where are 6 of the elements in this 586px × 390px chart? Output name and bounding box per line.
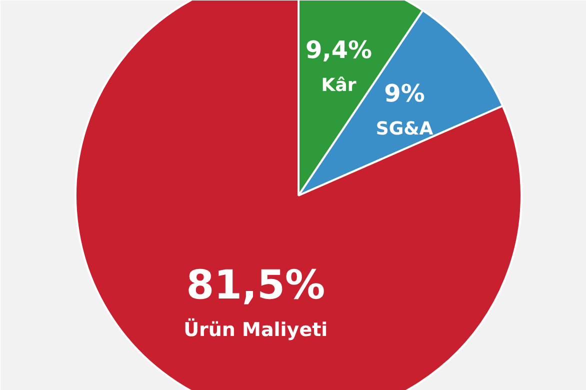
data-label: 81,5% xyxy=(186,262,326,308)
data-label: 9% xyxy=(384,79,425,108)
slice-label: Kâr xyxy=(321,75,356,96)
data-label: 9,4% xyxy=(305,36,372,64)
slice-label: Ürün Maliyeti xyxy=(184,318,328,342)
slice-label: SG&A xyxy=(376,118,434,140)
